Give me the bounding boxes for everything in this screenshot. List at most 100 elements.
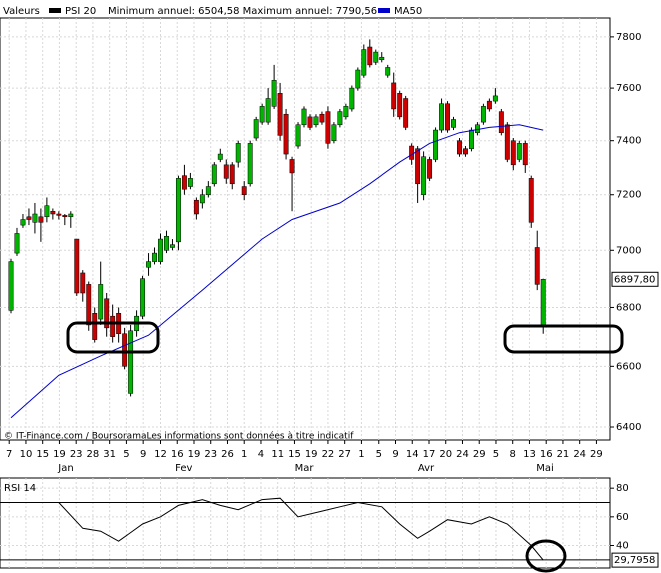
candle-body (367, 46, 373, 66)
x-tick-label: 5 (123, 449, 129, 460)
last-value-box (611, 271, 659, 287)
legend-entry: MA50 (394, 6, 422, 17)
highlight-circle (525, 539, 567, 573)
highlight-box (66, 321, 160, 354)
x-tick-label: 22 (322, 449, 335, 460)
x-tick-label: 5 (493, 449, 499, 460)
candle-body (199, 194, 205, 204)
y-tick-label: 80 (616, 483, 629, 494)
y-tick-label: 6800 (616, 302, 641, 313)
candle-body (409, 145, 415, 160)
candle-body (397, 93, 403, 118)
candle-body (457, 140, 462, 155)
candle-body (205, 186, 211, 195)
x-tick-label: 19 (305, 449, 318, 460)
x-tick-label: 31 (103, 449, 116, 460)
candle-body (98, 284, 104, 320)
candle-body (247, 143, 253, 185)
x-tick-label: 13 (523, 449, 536, 460)
candle-body (271, 80, 277, 107)
month-label: Mar (295, 463, 315, 474)
candle-body (325, 111, 331, 144)
candle-body (50, 210, 56, 215)
candle-body (211, 164, 217, 185)
y-tick-label: 6600 (616, 361, 641, 372)
candle-body (301, 108, 307, 126)
candle-body (307, 116, 313, 128)
candle-body (223, 164, 229, 179)
candle-body (516, 143, 522, 160)
candle-body (175, 178, 181, 243)
x-tick-label: 8 (510, 449, 516, 460)
candle-body (92, 313, 98, 340)
candle-body (289, 159, 295, 174)
candle-body (152, 252, 157, 262)
y-tick-label: 7400 (616, 136, 641, 147)
candle-body (235, 143, 241, 163)
candle-body (80, 272, 86, 294)
candle-body (504, 124, 510, 160)
candle-body (229, 164, 235, 185)
candle-body (265, 98, 271, 123)
candle-body (451, 119, 456, 128)
candle-body (534, 247, 540, 285)
month-label: Fev (175, 463, 192, 474)
rsi-line (11, 497, 544, 561)
month-label: Avr (418, 463, 435, 474)
legend-swatch (378, 8, 390, 13)
annual-range: Minimum annuel: 6504,58 Maximum annuel: … (108, 6, 377, 17)
candle-body (277, 93, 283, 136)
candle-body (104, 298, 110, 329)
x-tick-label: 29 (473, 449, 486, 460)
x-tick-label: 7 (6, 449, 12, 460)
y-tick-label: 7200 (616, 190, 641, 201)
candle-body (486, 100, 492, 110)
legend-swatch (49, 8, 61, 13)
y-tick-label: 60 (616, 512, 629, 523)
x-tick-label: 19 (53, 449, 66, 460)
month-label: Jan (57, 463, 73, 474)
candle-body (38, 216, 44, 223)
candle-body (140, 278, 146, 317)
x-tick-label: 9 (140, 449, 146, 460)
candle-body (349, 87, 355, 110)
y-tick-label: 40 (616, 541, 629, 552)
x-tick-label: 15 (36, 449, 49, 460)
candle-body (540, 279, 546, 326)
candle-body (44, 205, 50, 218)
candle-body (331, 124, 337, 141)
candle-body (193, 199, 199, 215)
y-tick-label: 6400 (616, 422, 641, 433)
x-tick-label: 16 (171, 449, 184, 460)
x-tick-label: 28 (87, 449, 100, 460)
candle-body (253, 119, 259, 139)
month-label: Mai (536, 463, 554, 474)
x-tick-label: 1 (241, 449, 247, 460)
candle-body (187, 178, 193, 187)
candle-body (403, 98, 409, 128)
candle-body (14, 233, 20, 254)
x-tick-label: 11 (271, 449, 284, 460)
x-tick-label: 4 (258, 449, 264, 460)
candle-body (241, 186, 247, 195)
candle-body (421, 156, 427, 195)
candle-body (343, 106, 349, 118)
candle-body (379, 56, 385, 61)
candle-body (62, 215, 68, 218)
candle-body (217, 153, 223, 160)
candle-body (355, 69, 361, 89)
last-value: 29,7958 (614, 555, 655, 566)
candle-body (385, 67, 391, 76)
x-tick-label: 9 (392, 449, 398, 460)
candle-body (492, 95, 498, 102)
candle-body (295, 124, 301, 147)
candle-body (259, 106, 265, 123)
candle-body (427, 159, 433, 179)
candle-body (433, 129, 439, 160)
candle-body (86, 284, 92, 326)
candle-body (158, 238, 163, 262)
ma-line (10, 124, 544, 419)
candle-body (122, 333, 128, 367)
last-value-box (611, 552, 659, 568)
candle-body (319, 113, 325, 123)
